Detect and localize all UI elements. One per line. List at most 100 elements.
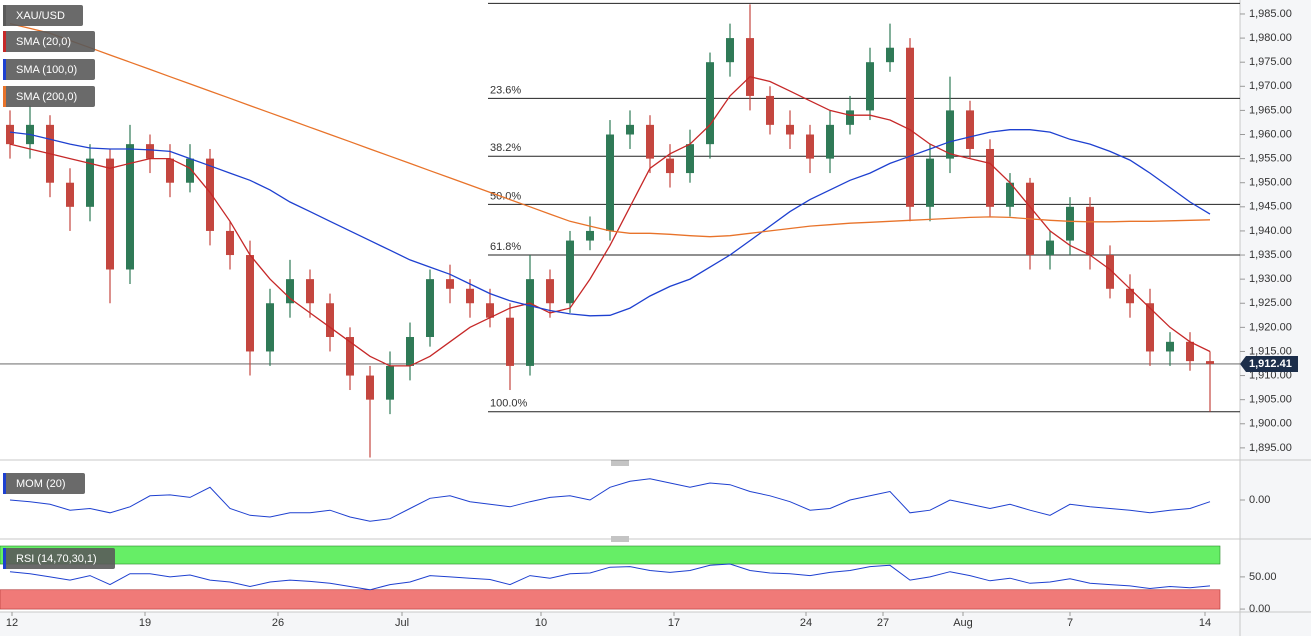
- candle-body: [926, 158, 934, 207]
- oversold-band: [0, 589, 1221, 610]
- x-tick-label: 26: [272, 617, 284, 629]
- legend-label: MOM (20): [16, 478, 66, 490]
- y-tick-label: 0.00: [1249, 494, 1270, 506]
- candle-body: [426, 279, 434, 337]
- x-tick-label: Aug: [953, 617, 973, 629]
- price-tag-bg: [1240, 355, 1298, 372]
- time-axis-bg: [0, 612, 1240, 636]
- legend-label: SMA (20,0): [16, 36, 71, 48]
- legend-label: SMA (200,0): [16, 91, 77, 103]
- candle-body: [886, 47, 894, 63]
- legend-box: [3, 548, 115, 569]
- legend-item: SMA (100,0): [3, 59, 95, 80]
- y-tick-label: 1,965.00: [1249, 104, 1292, 116]
- candle-body: [1146, 303, 1154, 352]
- plot: 1,895.00 1,900.00 1,905.00 1,910.00 1,915.00…: [0, 2, 1298, 629]
- candle-body: [606, 134, 614, 231]
- grip[interactable]: [611, 460, 629, 542]
- overbought-band: [0, 545, 1221, 565]
- x-tick-label: 19: [139, 617, 151, 629]
- legend-item: MOM (20): [3, 473, 85, 494]
- candle-body: [686, 144, 694, 174]
- candle-body: [1086, 206, 1094, 256]
- y-tick-label: 1,895.00: [1249, 442, 1292, 454]
- candle-body: [266, 303, 274, 352]
- candle-body: [746, 38, 754, 96]
- candle-body: [86, 158, 94, 207]
- y-tick-label: 1,950.00: [1249, 177, 1292, 189]
- y-tick-label: 1,915.00: [1249, 345, 1292, 357]
- legend-box: [3, 86, 95, 107]
- candle-body: [186, 158, 194, 183]
- legend-item: SMA (200,0): [3, 86, 95, 107]
- candle-body: [726, 38, 734, 63]
- fib-label: 61.8%: [490, 241, 521, 253]
- candle-body: [246, 255, 254, 352]
- candle-body: [826, 124, 834, 159]
- y-tick-label: 0.00: [1249, 603, 1270, 615]
- price-tag-label: 1,912.41: [1249, 358, 1292, 370]
- x-tick-label: 10: [535, 617, 547, 629]
- legend-item: RSI (14,70,30,1): [3, 548, 115, 569]
- legend-swatch: [3, 473, 6, 494]
- y-tick-label: 1,980.00: [1249, 32, 1292, 44]
- candle-body: [66, 182, 74, 207]
- candle-body: [966, 110, 974, 149]
- candle-body: [346, 336, 354, 376]
- candle-body: [546, 279, 554, 304]
- y-tick-label: 1,920.00: [1249, 321, 1292, 333]
- candle-body: [626, 124, 634, 135]
- y-tick-label: 1,955.00: [1249, 153, 1292, 165]
- y-tick-label: 1,970.00: [1249, 80, 1292, 92]
- candle-body: [506, 317, 514, 366]
- candle-body: [566, 240, 574, 304]
- legend-swatch: [3, 86, 6, 107]
- candle-body: [806, 134, 814, 159]
- y-tick-label: 1,975.00: [1249, 56, 1292, 68]
- legend-box: [3, 5, 83, 26]
- y-tick-label: 1,900.00: [1249, 418, 1292, 430]
- candle-body: [1166, 341, 1174, 352]
- candle-body: [6, 124, 14, 145]
- x-tick-label: 27: [877, 617, 889, 629]
- candle-body: [866, 62, 874, 111]
- fib-label: 50.0%: [490, 190, 521, 202]
- candle-body: [666, 158, 674, 174]
- candle-body: [1126, 288, 1134, 304]
- y-tick-label: 50.00: [1249, 571, 1277, 583]
- candle-body: [146, 144, 154, 159]
- candle-body: [486, 303, 494, 318]
- y-tick-label: 1,945.00: [1249, 201, 1292, 213]
- candle-body: [766, 95, 774, 125]
- indicator-line: [9, 478, 1211, 522]
- candle-body: [986, 148, 994, 207]
- candle-body: [206, 158, 214, 231]
- sma-line: [9, 75, 1211, 367]
- candle-body: [786, 124, 794, 135]
- y-tick-label: 1,905.00: [1249, 394, 1292, 406]
- legend-label: SMA (100,0): [16, 64, 77, 76]
- candle-body: [586, 230, 594, 241]
- candle-body: [706, 62, 714, 145]
- y-tick-label: 1,985.00: [1249, 8, 1292, 20]
- candle-body: [386, 365, 394, 400]
- legend-swatch: [3, 5, 6, 26]
- sma-line: [9, 22, 1211, 238]
- x-tick-label: 14: [1199, 617, 1211, 629]
- candle-body: [1066, 206, 1074, 241]
- y-tick-label: 1,960.00: [1249, 128, 1292, 140]
- candle-body: [366, 375, 374, 400]
- legend-item: XAU/USD: [3, 5, 83, 26]
- fib-label: 100.0%: [490, 398, 528, 410]
- price-tag: 1,912.41: [1240, 355, 1298, 372]
- candle-body: [166, 158, 174, 183]
- candle-body: [226, 230, 234, 256]
- candle-body: [306, 279, 314, 304]
- legend-swatch: [3, 59, 6, 80]
- candle-body: [1206, 361, 1214, 364]
- candle-body: [646, 124, 654, 159]
- fib-label: 38.2%: [490, 142, 521, 154]
- y-tick-label: 1,940.00: [1249, 225, 1292, 237]
- candle-body: [946, 110, 954, 159]
